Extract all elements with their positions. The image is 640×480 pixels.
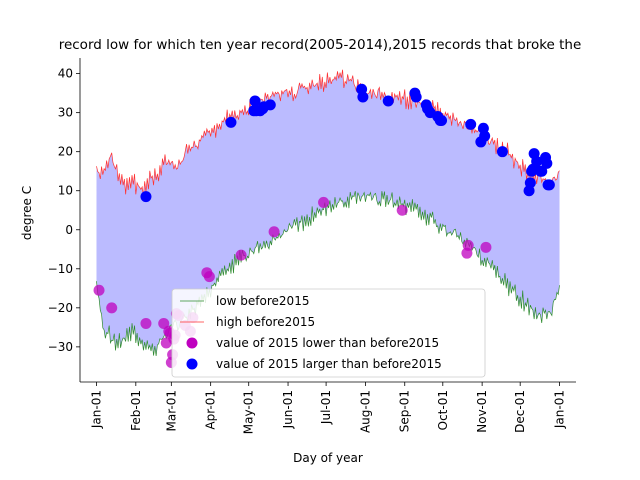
scatter-point-higher <box>531 155 543 167</box>
scatter-point-lower <box>396 204 408 216</box>
y-tick-label: 40 <box>58 67 73 81</box>
scatter-point-lower <box>106 302 118 314</box>
scatter-point-higher <box>543 179 555 191</box>
x-tick-label: Oct-01 <box>436 390 450 430</box>
scatter-point-lower <box>318 196 330 208</box>
legend-label: low before2015 <box>216 294 309 308</box>
scatter-point-higher <box>436 114 448 126</box>
scatter-point-lower <box>93 284 105 296</box>
scatter-point-lower <box>268 226 280 238</box>
scatter-point-lower <box>158 317 170 329</box>
x-tick-label: Sep-01 <box>398 390 412 432</box>
x-tick-label: Mar-01 <box>164 390 178 431</box>
y-tick-label: 20 <box>58 145 73 159</box>
scatter-point-higher <box>140 191 152 203</box>
legend-label: value of 2015 larger than before2015 <box>216 357 442 371</box>
y-axis-label: degree C <box>20 186 34 240</box>
x-tick-label: Jan-01 <box>89 390 103 429</box>
scatter-point-higher <box>536 165 548 177</box>
scatter-point-lower <box>203 271 215 283</box>
scatter-point-lower <box>235 249 247 261</box>
scatter-point-higher <box>357 91 369 103</box>
scatter-point-lower <box>480 241 492 253</box>
range-fill <box>96 69 560 356</box>
x-tick-label: Aug-01 <box>358 390 372 433</box>
y-tick-label: 30 <box>58 106 73 120</box>
x-tick-label: Feb-01 <box>129 390 143 431</box>
x-tick-label: Nov-01 <box>475 390 489 433</box>
scatter-point-lower <box>462 239 474 251</box>
legend-label: value of 2015 lower than before2015 <box>216 336 439 350</box>
x-tick-label: Jun-01 <box>281 390 295 429</box>
legend-box <box>171 288 486 378</box>
scatter-point-higher <box>382 95 394 107</box>
axes <box>79 58 576 383</box>
x-axis-label: Day of year <box>293 451 363 465</box>
scatter-point-higher <box>496 146 508 158</box>
legend: low before2015 high before2015 value of 20… <box>171 288 486 378</box>
y-tick-label: −10 <box>48 262 73 276</box>
x-tick-label: Apr-01 <box>204 390 218 430</box>
x-tick-label: Dec-01 <box>513 390 527 433</box>
y-tick-label: −30 <box>48 340 73 354</box>
scatter-point-higher <box>524 177 536 189</box>
scatter-point-higher <box>410 91 422 103</box>
scatter-point-higher <box>249 95 261 107</box>
legend-swatch-marker <box>186 337 198 349</box>
y-tick-label: 0 <box>65 223 73 237</box>
y-ticks: −30 −20 −10 0 10 20 30 40 <box>48 67 80 354</box>
legend-swatch-marker <box>186 358 198 370</box>
legend-label: high before2015 <box>216 315 315 329</box>
scatter-point-lower <box>140 317 152 329</box>
scatter-point-higher <box>479 130 491 142</box>
y-tick-label: −20 <box>48 301 73 315</box>
scatter-point-higher <box>541 157 553 169</box>
x-tick-label: May-01 <box>242 390 256 434</box>
scatter-point-higher <box>225 116 237 128</box>
x-tick-label: Jan-01 <box>553 390 567 429</box>
scatter-point-higher <box>264 99 276 111</box>
x-tick-label: Jul-01 <box>319 390 333 425</box>
chart-title: record low for which ten year record(200… <box>59 37 582 53</box>
y-tick-label: 10 <box>58 184 73 198</box>
scatter-point-higher <box>465 118 477 130</box>
x-ticks: Jan-01 Feb-01 Mar-01 Apr-01 May-01 Jun-01 Jul-… <box>89 382 567 434</box>
